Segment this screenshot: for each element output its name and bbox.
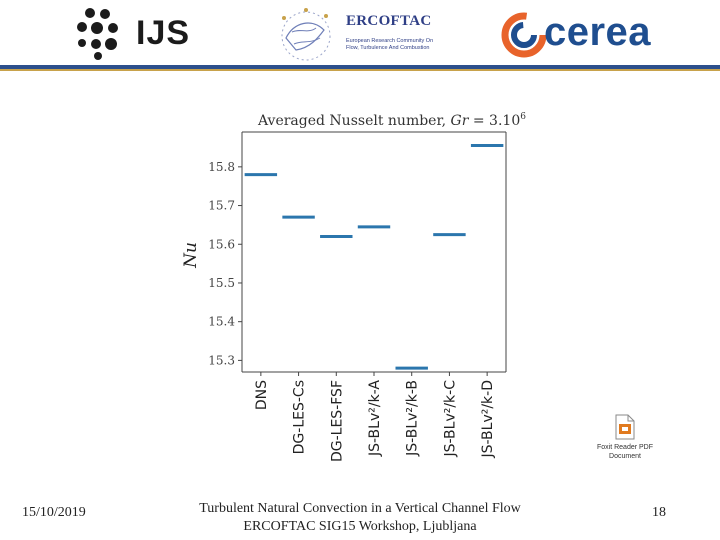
- ijs-dots-icon: [77, 8, 118, 60]
- pdf-caption-line1: Foxit Reader PDF: [596, 444, 654, 451]
- y-tick-label: 15.4: [208, 315, 235, 329]
- y-tick-label: 15.8: [208, 160, 235, 174]
- chart-title-var: Gr: [451, 113, 470, 129]
- footer-title-line1: Turbulent Natural Convection in a Vertic…: [199, 501, 521, 516]
- x-tick-label: DG-LES-FSF: [329, 380, 345, 462]
- pdf-caption-line2: Document: [609, 452, 641, 460]
- x-tick-label: JS-BLv²/k-D: [480, 380, 496, 459]
- x-tick-label: DG-LES-Cs: [292, 380, 308, 454]
- pdf-document-icon: [615, 414, 635, 440]
- y-tick-label: 15.7: [208, 199, 235, 213]
- x-tick-label: JS-BLv²/k-B: [405, 380, 421, 457]
- x-tick-label: JS-BLv²/k-A: [367, 380, 383, 457]
- footer-title-line2: ERCOFTAC SIG15 Workshop, Ljubljana: [243, 519, 477, 534]
- nusselt-chart: Averaged Nusselt number, Gr = 3.106 Nu 1…: [181, 112, 526, 462]
- cerea-logo: cerea: [500, 6, 680, 60]
- plot-area: 15.3 15.4 15.5 15.6 15.7 15.8 DNS DG-LES-Cs DG-L…: [208, 131, 507, 462]
- y-tick-label: 15.6: [208, 237, 235, 251]
- footer-date: 15/10/2019: [22, 505, 86, 520]
- y-axis-label: Nu: [181, 242, 201, 269]
- pdf-attachment[interactable]: Foxit Reader PDF Document: [590, 414, 660, 468]
- x-tick-label: JS-BLv²/k-C: [442, 380, 458, 458]
- cerea-logo-text: cerea: [544, 10, 652, 54]
- ijs-logo: IJS: [74, 6, 204, 62]
- y-tick-label: 15.3: [208, 353, 235, 367]
- chart-title-exp: 6: [520, 112, 526, 122]
- ijs-logo-text: IJS: [136, 14, 191, 52]
- ercoftac-logo: ERCOFTAC European Research Community On …: [270, 4, 445, 64]
- header-rule: [0, 65, 720, 69]
- chart-title-prefix: Averaged Nusselt number,: [257, 113, 451, 129]
- footer-title: Turbulent Natural Convection in a Vertic…: [160, 500, 560, 536]
- chart-title: Averaged Nusselt number, Gr = 3.106: [257, 112, 526, 129]
- ercoftac-subtitle: European Research Community On Flow, Tur…: [346, 38, 434, 51]
- chart-title-eq: = 3.10: [468, 113, 520, 129]
- pdf-attachment-caption: Foxit Reader PDF Document: [590, 444, 660, 461]
- page-number: 18: [652, 505, 666, 520]
- header-rule-accent: [0, 69, 720, 71]
- x-tick-label: DNS: [254, 380, 270, 410]
- ercoftac-name: ERCOFTAC: [346, 13, 432, 29]
- ercoftac-emblem-icon: [281, 8, 331, 61]
- cerea-swirl-icon: [501, 12, 547, 58]
- y-tick-label: 15.5: [208, 276, 235, 290]
